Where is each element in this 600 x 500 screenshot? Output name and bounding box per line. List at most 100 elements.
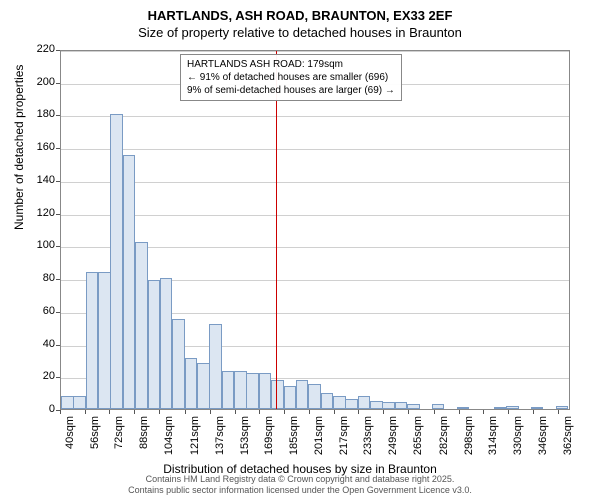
histogram-bar [296,380,309,409]
x-tick-mark [408,410,409,414]
y-tick-label: 200 [25,76,55,88]
histogram-bar [110,114,123,409]
gridline-h [61,149,569,150]
histogram-bar [135,242,148,409]
marker-line [276,51,278,409]
x-tick-mark [60,410,61,414]
histogram-bar [209,324,222,409]
histogram-bar [506,406,519,409]
y-axis-label: Number of detached properties [12,65,26,230]
histogram-bar [457,407,470,409]
histogram-bar [382,402,395,409]
x-tick-mark [284,410,285,414]
histogram-bar [86,272,99,409]
y-tick-label: 140 [25,174,55,186]
histogram-bar [284,386,297,409]
y-tick-label: 40 [25,338,55,350]
histogram-bar [234,371,247,409]
y-tick-label: 80 [25,272,55,284]
footer-attribution: Contains HM Land Registry data © Crown c… [0,474,600,496]
x-tick-mark [185,410,186,414]
histogram-bar [197,363,210,409]
y-tick-mark [56,181,60,182]
histogram-bar [246,373,259,409]
histogram-bar [358,396,371,409]
y-tick-mark [56,377,60,378]
x-tick-label: 249sqm [387,416,399,466]
y-tick-mark [56,345,60,346]
histogram-bar [259,373,272,409]
x-tick-label: 265sqm [412,416,424,466]
histogram-bar [407,404,420,409]
x-tick-mark [383,410,384,414]
histogram-plot-area [60,50,570,410]
x-tick-mark [459,410,460,414]
histogram-bar [333,396,346,409]
histogram-bar [123,155,136,409]
x-tick-label: 72sqm [113,416,125,466]
y-tick-mark [56,115,60,116]
x-tick-label: 201sqm [313,416,325,466]
y-tick-mark [56,148,60,149]
y-tick-mark [56,246,60,247]
histogram-bar [160,278,173,409]
annotation-box: HARTLANDS ASH ROAD: 179sqm← 91% of detac… [180,54,402,101]
x-tick-mark [259,410,260,414]
y-tick-label: 120 [25,207,55,219]
x-tick-mark [434,410,435,414]
x-tick-mark [85,410,86,414]
x-tick-label: 88sqm [138,416,150,466]
y-tick-label: 20 [25,370,55,382]
x-tick-label: 282sqm [438,416,450,466]
title-line-2: Size of property relative to detached ho… [0,25,600,40]
x-tick-label: 121sqm [189,416,201,466]
histogram-bar [222,371,235,409]
gridline-h [61,51,569,52]
histogram-bar [61,396,74,409]
x-tick-mark [235,410,236,414]
x-tick-label: 314sqm [487,416,499,466]
footer-line-1: Contains HM Land Registry data © Crown c… [0,474,600,485]
gridline-h [61,215,569,216]
x-tick-label: 137sqm [214,416,226,466]
histogram-bar [98,272,111,409]
chart-title-block: HARTLANDS, ASH ROAD, BRAUNTON, EX33 2EF … [0,0,600,40]
gridline-h [61,116,569,117]
y-tick-label: 180 [25,108,55,120]
histogram-bar [395,402,408,409]
x-tick-label: 40sqm [64,416,76,466]
histogram-bar [432,404,445,409]
x-tick-label: 153sqm [239,416,251,466]
y-tick-label: 60 [25,305,55,317]
footer-line-2: Contains public sector information licen… [0,485,600,496]
gridline-h [61,182,569,183]
x-tick-mark [309,410,310,414]
histogram-bar [531,407,544,409]
annotation-line: 9% of semi-detached houses are larger (6… [187,84,395,97]
x-tick-mark [134,410,135,414]
x-tick-label: 233sqm [362,416,374,466]
histogram-bar [73,396,86,409]
x-tick-label: 169sqm [263,416,275,466]
x-tick-mark [159,410,160,414]
y-tick-mark [56,83,60,84]
histogram-bar [148,280,161,409]
y-tick-label: 100 [25,239,55,251]
x-tick-mark [483,410,484,414]
histogram-bar [345,399,358,409]
x-tick-mark [358,410,359,414]
y-tick-mark [56,279,60,280]
histogram-bar [172,319,185,409]
y-tick-mark [56,50,60,51]
x-tick-mark [334,410,335,414]
y-tick-label: 220 [25,43,55,55]
histogram-bar [321,393,334,409]
annotation-line: ← 91% of detached houses are smaller (69… [187,71,395,84]
x-tick-mark [508,410,509,414]
histogram-bar [494,407,507,409]
x-tick-mark [210,410,211,414]
y-tick-mark [56,214,60,215]
histogram-bar [308,384,321,409]
histogram-bar [185,358,198,409]
y-tick-label: 0 [25,403,55,415]
